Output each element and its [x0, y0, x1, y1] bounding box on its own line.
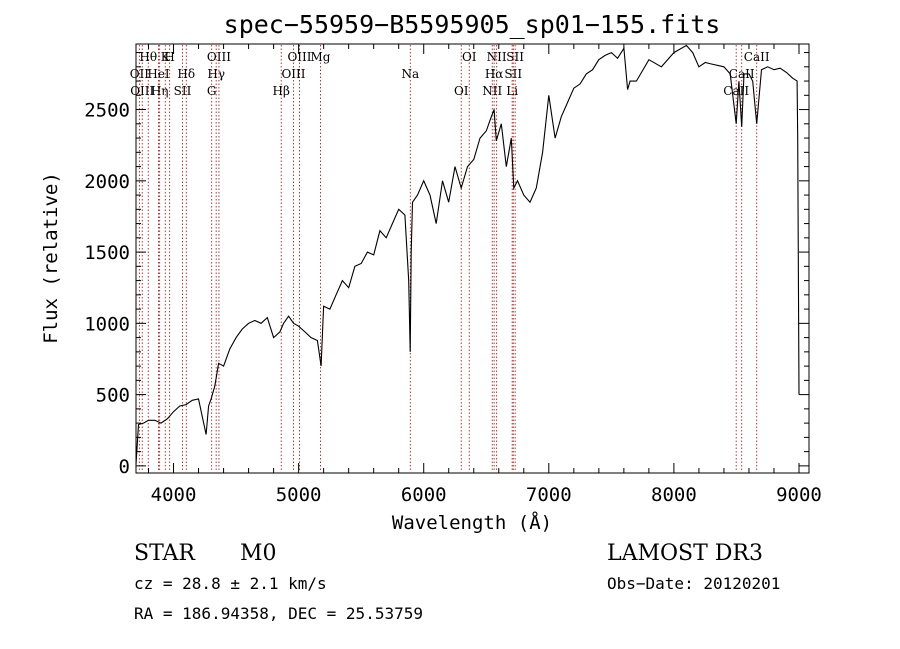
emission-line-label: Na — [402, 67, 420, 81]
emission-line-label: CaII — [729, 67, 755, 81]
survey-name: LAMOST DR3 — [607, 541, 763, 566]
tick-labels: 4000 5000 6000 7000 8000 9000 0 500 1000 1500 2000… — [84, 100, 822, 506]
emission-line-label: Hδ — [177, 67, 195, 81]
y-tick-label: 1000 — [84, 313, 130, 335]
emission-line-label: Li — [506, 84, 518, 98]
emission-line-label: OI — [462, 50, 477, 64]
x-tick-label: 4000 — [151, 484, 197, 506]
object-subclass: M0 — [240, 541, 277, 566]
spectrum-line — [135, 44, 800, 465]
emission-line-label: G — [207, 84, 217, 98]
emission-lines-layer — [138, 45, 758, 472]
emission-line-label: SII — [174, 84, 192, 98]
emission-line-label: SII — [506, 50, 524, 64]
emission-labels-layer: HθOIIOIIIKHeIHηHHδSIIOIIIHγGOIIIOIIIHβMg… — [130, 50, 770, 98]
emission-line-label: Mg — [311, 50, 331, 64]
y-tick-label: 1500 — [84, 242, 130, 264]
emission-line-label: OI — [454, 84, 469, 98]
emission-line-label: HeI — [147, 67, 170, 81]
emission-line-label: Hη — [151, 84, 169, 98]
y-tick-label: 0 — [119, 456, 130, 478]
y-tick-label: 500 — [96, 385, 130, 407]
emission-line-label: OIII — [207, 50, 231, 64]
y-tick-label: 2500 — [84, 100, 130, 122]
x-tick-label: 9000 — [776, 484, 822, 506]
plot-frame — [135, 43, 810, 474]
emission-line-label: Hγ — [207, 67, 225, 81]
emission-line-label: SII — [504, 67, 522, 81]
emission-line-label: Hθ — [139, 50, 157, 64]
x-tick-label: 5000 — [276, 484, 322, 506]
emission-line-label: K — [161, 50, 171, 64]
x-tick-label: 7000 — [526, 484, 572, 506]
axes — [135, 43, 810, 474]
object-class: STAR — [134, 541, 196, 566]
emission-line-label: OII — [130, 67, 150, 81]
emission-line-label: CaII — [723, 84, 749, 98]
x-tick-label: 8000 — [651, 484, 697, 506]
coordinates: RA = 186.94358, DEC = 25.53759 — [134, 604, 423, 623]
emission-line-label: OIII — [281, 67, 305, 81]
y-axis-label: Flux (relative) — [40, 172, 62, 344]
emission-line-label: H — [164, 50, 174, 64]
emission-line-label: Hβ — [273, 84, 290, 98]
y-tick-label: 2000 — [84, 171, 130, 193]
emission-line-label: CaII — [744, 50, 770, 64]
x-axis-label: Wavelength (Å) — [392, 511, 552, 534]
emission-line-label: Hα — [485, 67, 504, 81]
emission-line-label: NII — [482, 84, 502, 98]
tick-marks — [136, 44, 809, 473]
emission-line-label: NII — [487, 50, 507, 64]
chart-title: spec−55959−B5595905_sp01−155.fits — [224, 10, 721, 39]
x-tick-label: 6000 — [401, 484, 447, 506]
obs-date: Obs−Date: 20120201 — [607, 574, 780, 593]
redshift-info: cz = 28.8 ± 2.1 km/s — [134, 574, 327, 593]
emission-line-label: OIII — [287, 50, 311, 64]
